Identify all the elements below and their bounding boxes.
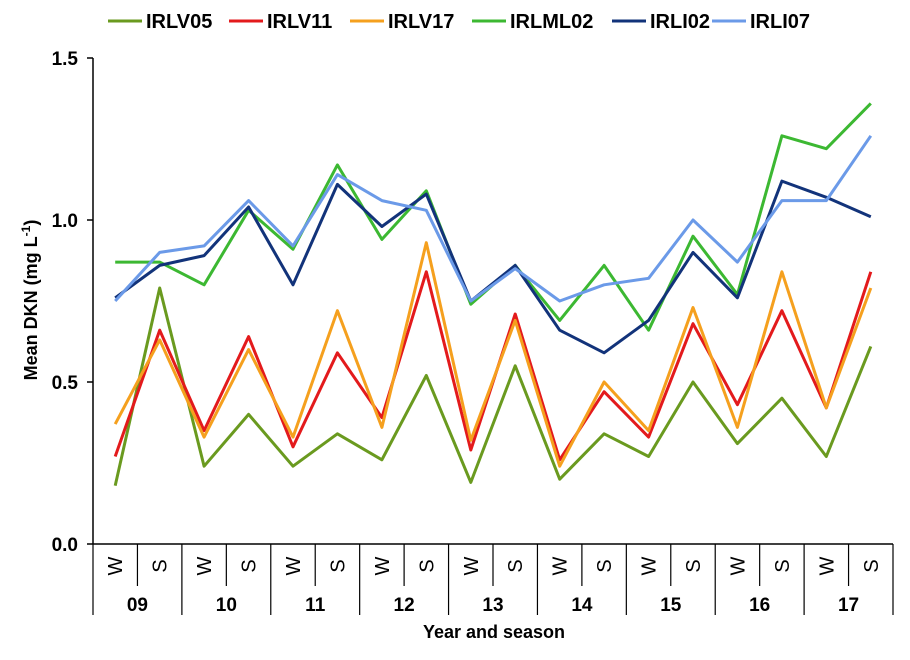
season-label: W: [283, 556, 305, 575]
legend-label: IRLV05: [146, 11, 212, 33]
year-label: 09: [127, 595, 148, 616]
season-label: S: [861, 559, 883, 572]
y-tick-label: 1.5: [52, 49, 79, 70]
series-lines: [113, 102, 873, 487]
year-label: 15: [660, 595, 682, 616]
series-line-irlv05: [113, 286, 873, 487]
season-label: S: [772, 559, 794, 572]
season-label: S: [150, 559, 172, 572]
season-label: W: [372, 556, 394, 575]
year-label: 16: [749, 595, 770, 616]
x-axis: W S W S W S W S W S W S W S W S W S 09 10 11 12 13 14 15 16 17: [92, 543, 894, 616]
season-label: S: [239, 559, 261, 572]
season-label: W: [194, 556, 216, 575]
y-tick-label: 0.5: [52, 373, 79, 394]
legend-label: IRLV17: [388, 11, 454, 33]
series-line-irlv17: [113, 241, 873, 468]
year-label: 11: [305, 595, 326, 616]
series-line-irlml02: [115, 102, 872, 332]
season-label: W: [816, 556, 838, 575]
season-label: S: [683, 559, 705, 572]
y-axis-title-sup: -1: [19, 225, 33, 236]
season-label: W: [461, 556, 483, 575]
year-label: 14: [571, 595, 593, 616]
season-label: W: [727, 556, 749, 575]
season-label: S: [594, 559, 616, 572]
year-label: 13: [482, 595, 503, 616]
season-label: S: [416, 559, 438, 572]
year-label: 17: [838, 595, 859, 616]
season-label: W: [639, 556, 661, 575]
series-line-irli07: [114, 134, 873, 303]
legend-label: IRLML02: [510, 11, 593, 33]
x-axis-title: Year and season: [423, 622, 565, 642]
y-axis: 0.0 0.5 1.0 1.5: [52, 49, 94, 556]
year-label: 12: [394, 595, 415, 616]
y-tick-label: 1.0: [52, 211, 78, 232]
y-tick-label: 0.0: [52, 535, 78, 556]
series-line-irlv11: [113, 270, 873, 462]
legend: IRLV05 IRLV11 IRLV17 IRLML02 IRLI02 IRLI07: [108, 11, 810, 33]
season-label: W: [550, 556, 572, 575]
season-label: S: [505, 559, 527, 572]
y-axis-title-close: ): [21, 220, 41, 226]
year-label: 10: [216, 595, 237, 616]
series-line-irli02: [114, 179, 872, 355]
legend-label: IRLI02: [650, 11, 710, 33]
season-label: W: [105, 556, 127, 575]
legend-label: IRLI07: [750, 11, 810, 33]
legend-label: IRLV11: [267, 11, 332, 33]
season-label: S: [327, 559, 349, 572]
y-axis-title-main: Mean DKN (mg L: [21, 236, 41, 380]
y-axis-title: Mean DKN (mg L-1): [19, 220, 41, 381]
